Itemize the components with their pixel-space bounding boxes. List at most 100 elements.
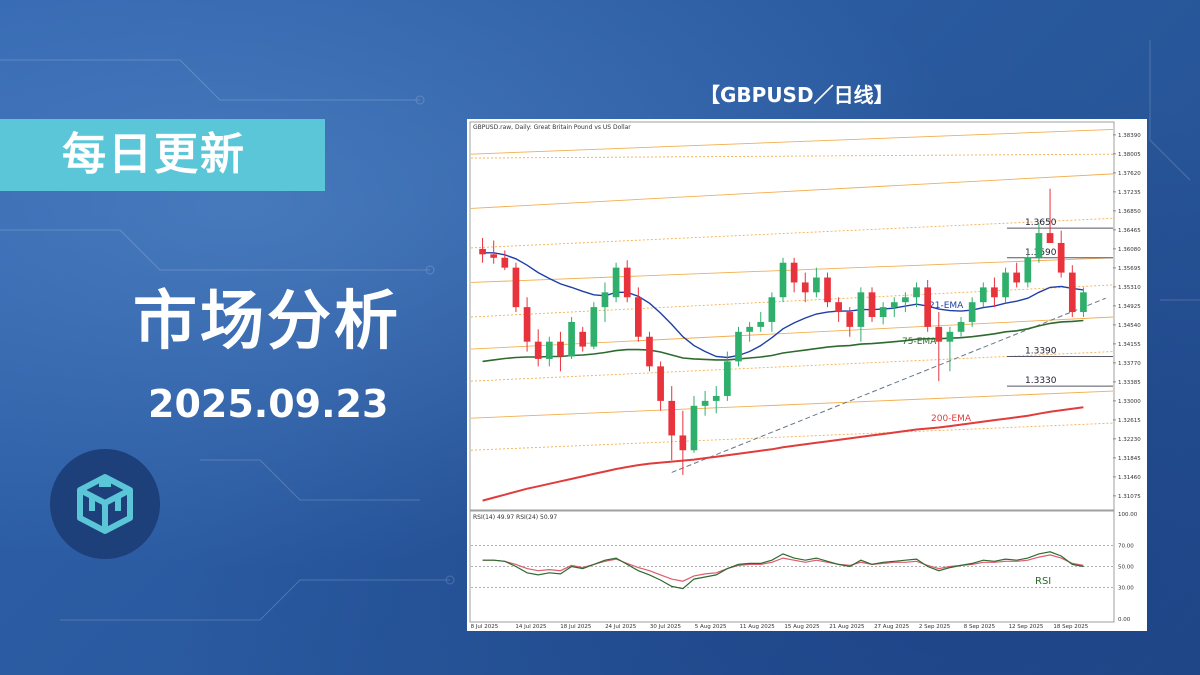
y-tick-label: 1.31845 — [1118, 456, 1141, 462]
level-label: 1.3330 — [1025, 376, 1057, 386]
rsi-tick-label: 100.00 — [1118, 512, 1138, 518]
ema200-label: 200-EMA — [931, 414, 972, 424]
candle-body — [690, 405, 698, 451]
rsi14-line — [482, 551, 1084, 590]
candle-body — [991, 287, 998, 298]
candle-body — [779, 262, 787, 298]
y-tick-label: 1.33770 — [1118, 361, 1141, 367]
candle-body — [824, 277, 831, 303]
candle-body — [957, 321, 965, 332]
trendline — [671, 297, 1106, 473]
page-title: 市场分析 — [133, 285, 401, 359]
candle-body — [924, 287, 931, 327]
x-tick-label: 5 Aug 2025 — [695, 624, 727, 630]
candle-body — [835, 302, 842, 313]
y-tick-label: 1.32615 — [1118, 418, 1141, 424]
x-tick-label: 12 Sep 2025 — [1009, 624, 1044, 630]
y-tick-label: 1.38005 — [1118, 152, 1141, 158]
y-tick-label: 1.34155 — [1118, 342, 1141, 348]
channel-line — [470, 422, 1114, 451]
y-tick-label: 1.36080 — [1118, 247, 1141, 253]
x-tick-label: 14 Jul 2025 — [515, 624, 547, 630]
price-plot-frame — [469, 121, 1115, 511]
ema75-label: 75-EMA — [902, 337, 937, 347]
candle-body — [879, 307, 887, 317]
candle-body — [746, 326, 753, 332]
candle-body — [768, 297, 776, 322]
banner-label: 每日更新 — [62, 129, 246, 180]
candle-body — [1013, 272, 1021, 283]
x-tick-label: 2 Sep 2025 — [919, 624, 951, 630]
candle-body — [1068, 272, 1076, 313]
candle-body — [712, 395, 720, 401]
y-tick-label: 1.32230 — [1118, 437, 1141, 443]
rsi-tick-label: 50.00 — [1118, 565, 1134, 571]
candle-body — [724, 361, 731, 396]
candle-body — [968, 302, 976, 322]
candle-body — [857, 292, 865, 327]
x-tick-label: 11 Aug 2025 — [740, 624, 776, 630]
y-tick-label: 1.34925 — [1118, 304, 1141, 310]
candle-body — [545, 341, 553, 359]
rsi-label: RSI — [1035, 576, 1051, 587]
candle-body — [1080, 292, 1087, 313]
candle-body — [946, 331, 954, 342]
candle-body — [590, 307, 598, 347]
candle-body — [635, 297, 642, 337]
candle-body — [979, 287, 987, 303]
channel-line — [470, 217, 1114, 249]
rsi24-line — [482, 554, 1084, 582]
candle-body — [801, 282, 809, 293]
x-tick-label: 8 Sep 2025 — [964, 624, 996, 630]
y-tick-label: 1.33385 — [1118, 380, 1141, 386]
candle-body — [913, 287, 920, 298]
gbpusd-daily-chart: GBPUSD.raw, Daily: Great Britain Pound v… — [469, 121, 1141, 630]
candle-body — [868, 292, 876, 317]
channel-line — [470, 153, 1114, 159]
cube-logo-icon — [77, 474, 133, 534]
candle-body — [1057, 242, 1065, 273]
x-tick-label: 27 Aug 2025 — [874, 624, 910, 630]
level-label: 1.3390 — [1025, 346, 1057, 356]
candle-body — [668, 400, 676, 436]
candle-body — [890, 302, 898, 308]
x-tick-label: 8 Jul 2025 — [471, 624, 499, 630]
x-tick-label: 15 Aug 2025 — [784, 624, 820, 630]
y-tick-label: 1.34540 — [1118, 323, 1141, 329]
x-tick-label: 30 Jul 2025 — [650, 624, 682, 630]
candle-body — [557, 341, 564, 357]
ema21-label: 21-EMA — [929, 301, 964, 311]
candle-body — [579, 331, 587, 347]
candle-body — [846, 312, 854, 327]
channel-line — [470, 351, 1114, 382]
y-tick-label: 1.36850 — [1118, 209, 1141, 215]
candle-body — [902, 297, 909, 303]
candle-body — [790, 262, 798, 283]
chart-panel: GBPUSD.raw, Daily: Great Britain Pound v… — [467, 119, 1147, 631]
y-tick-label: 1.31075 — [1118, 494, 1141, 500]
candle-body — [1046, 233, 1054, 243]
ema21-line — [482, 252, 1084, 359]
candle-body — [479, 248, 486, 255]
candle-body — [501, 257, 509, 268]
candle-body — [523, 307, 531, 342]
x-tick-label: 18 Sep 2025 — [1053, 624, 1088, 630]
y-tick-label: 1.37235 — [1118, 190, 1141, 196]
candle-body — [701, 400, 709, 406]
chart-title: 【GBPUSD／日线】 — [700, 83, 894, 107]
x-tick-label: 24 Jul 2025 — [605, 624, 637, 630]
brand-logo — [50, 449, 160, 559]
candle-body — [1002, 272, 1009, 298]
y-tick-label: 1.35695 — [1118, 266, 1141, 272]
candle-body — [612, 267, 620, 298]
report-date: 2025.09.23 — [148, 382, 389, 426]
candle-body — [735, 331, 742, 362]
x-tick-label: 18 Jul 2025 — [560, 624, 592, 630]
channel-line — [470, 129, 1114, 155]
y-tick-label: 1.37620 — [1118, 171, 1141, 177]
candle-body — [568, 321, 575, 357]
candle-body — [935, 326, 943, 342]
candle-body — [679, 435, 687, 451]
rsi-header-label: RSI(14) 49.97 RSI(24) 50.97 — [473, 514, 557, 521]
